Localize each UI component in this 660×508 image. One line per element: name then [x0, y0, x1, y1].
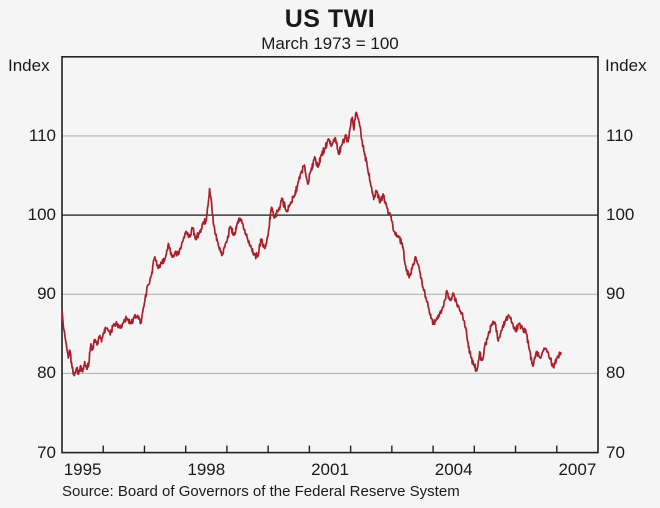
x-tick-label: 2004 [434, 460, 473, 479]
y-tick-label-right: 90 [606, 284, 625, 304]
y-tick-label-right: 110 [606, 125, 634, 145]
y-tick-label-right: 100 [606, 205, 635, 225]
x-tick-label: 2007 [558, 460, 597, 479]
y-tick-label-right: 80 [606, 363, 625, 383]
x-tick-label: 2001 [311, 460, 349, 479]
us-twi-line [61, 111, 562, 377]
y-axis-unit-right: Index [605, 56, 647, 75]
axis-frame [61, 55, 599, 454]
y-tick-label-right: 70 [606, 442, 625, 462]
x-tick-label: 1995 [63, 460, 102, 479]
y-tick-label-left: 90 [37, 284, 56, 304]
x-tick-label: 1998 [187, 460, 226, 479]
chart-subtitle: March 1973 = 100 [261, 34, 399, 53]
chart-title: US TWI [284, 5, 376, 33]
y-tick-label-left: 70 [37, 442, 56, 462]
y-axis-unit-left: Index [8, 56, 50, 75]
y-tick-label-left: 80 [37, 363, 56, 383]
y-tick-label-left: 110 [28, 125, 56, 145]
source-note: Source: Board of Governors of the Federa… [62, 483, 460, 500]
y-tick-label-left: 100 [27, 205, 56, 225]
